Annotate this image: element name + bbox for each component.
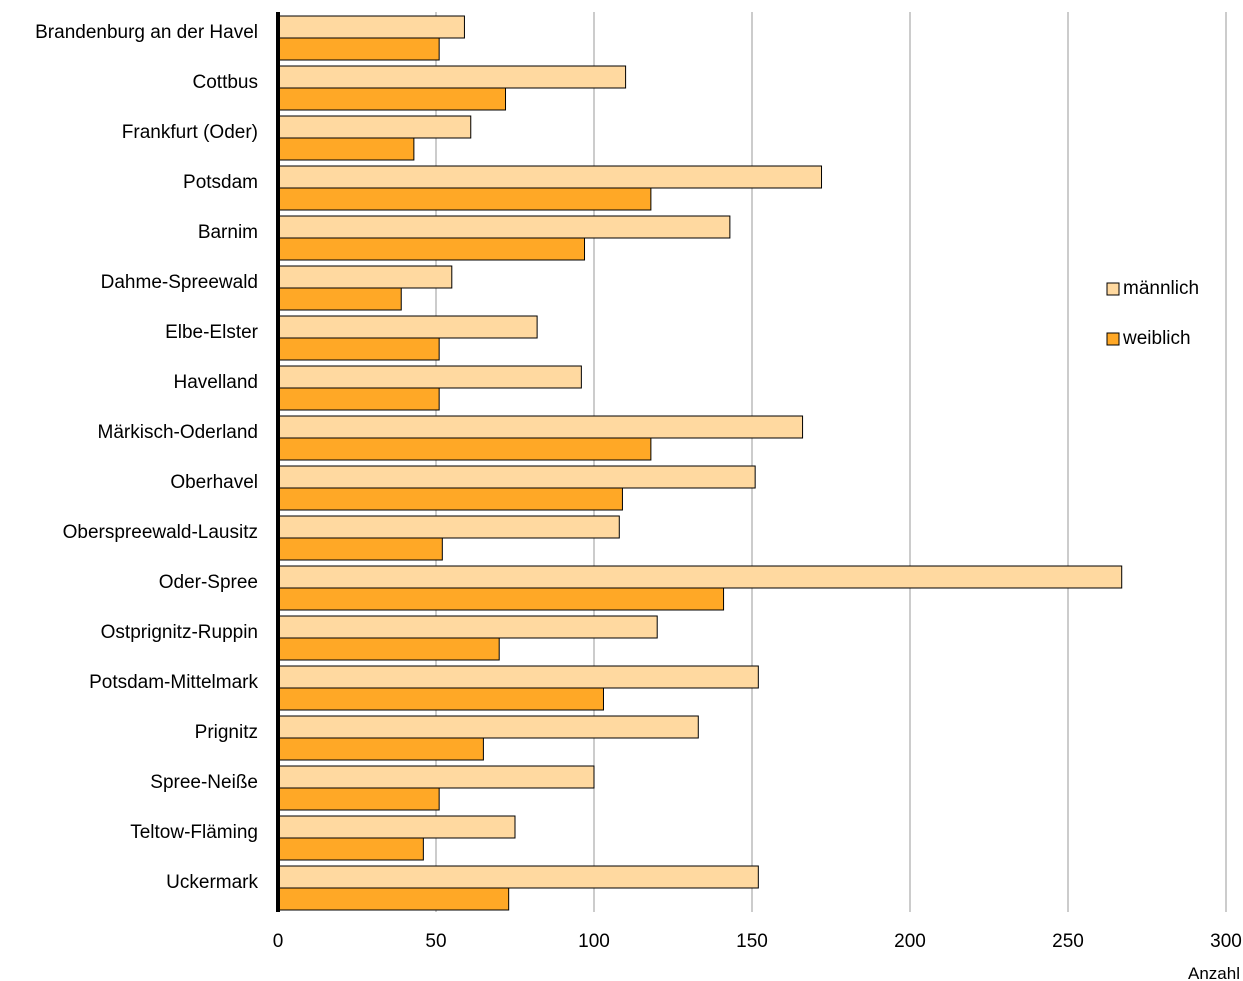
category-label: Ostprignitz-Ruppin — [101, 622, 258, 643]
category-labels: Brandenburg an der Havel Cottbus Frankfurt… — [35, 22, 259, 893]
bar-maennlich — [277, 215, 731, 239]
category-label: Teltow-Fläming — [130, 822, 258, 843]
bar-weiblich — [277, 387, 440, 411]
bar-weiblich — [277, 337, 440, 361]
category-label: Oberhavel — [170, 472, 258, 493]
legend: männlich weiblich — [1106, 278, 1199, 349]
x-axis-title: Anzahl — [1188, 964, 1240, 981]
bar-maennlich — [277, 415, 804, 439]
category-label: Cottbus — [193, 72, 258, 93]
bar-weiblich — [277, 437, 652, 461]
legend-swatch — [1106, 282, 1120, 296]
bar-weiblich — [277, 237, 586, 261]
x-tick-label: 150 — [736, 931, 768, 952]
category-label: Barnim — [198, 222, 258, 243]
gridlines — [435, 12, 1227, 912]
bar-weiblich — [277, 137, 415, 161]
x-tick-label: 100 — [578, 931, 610, 952]
bar-weiblich — [277, 37, 440, 61]
x-tick-label: 300 — [1210, 931, 1242, 952]
bar-maennlich — [277, 115, 472, 139]
x-tick-label: 200 — [894, 931, 926, 952]
category-label: Potsdam — [183, 172, 258, 193]
bar-weiblich — [277, 887, 510, 911]
category-label: Elbe-Elster — [165, 322, 259, 343]
x-tick-label: 0 — [273, 931, 284, 952]
bar-maennlich — [277, 815, 516, 839]
bar-maennlich — [277, 165, 823, 189]
category-label: Uckermark — [166, 872, 258, 893]
bar-weiblich — [277, 187, 652, 211]
bar-weiblich — [277, 737, 484, 761]
legend-label: weiblich — [1122, 328, 1191, 349]
bar-weiblich — [277, 837, 424, 861]
category-label: Brandenburg an der Havel — [35, 22, 258, 43]
x-tick-label: 250 — [1052, 931, 1084, 952]
category-label: Dahme-Spreewald — [101, 272, 258, 293]
bar-maennlich — [277, 715, 699, 739]
x-tick-labels: 0 50 100 150 200 250 300 — [273, 931, 1242, 952]
legend-label: männlich — [1123, 278, 1199, 299]
bar-weiblich — [277, 787, 440, 811]
bar-maennlich — [277, 865, 759, 889]
bar-maennlich — [277, 15, 465, 39]
category-label: Oberspreewald-Lausitz — [63, 522, 258, 543]
bar-maennlich — [277, 315, 538, 339]
bar-maennlich — [277, 265, 453, 289]
bar-weiblich — [277, 537, 443, 561]
bar-weiblich — [277, 287, 402, 311]
bars — [277, 15, 1123, 911]
bar-weiblich — [277, 487, 623, 511]
category-label: Prignitz — [195, 722, 258, 743]
category-label: Frankfurt (Oder) — [122, 122, 258, 143]
bar-weiblich — [277, 687, 604, 711]
category-label: Spree-Neiße — [150, 772, 258, 793]
bar-weiblich — [277, 87, 507, 111]
bar-weiblich — [277, 637, 500, 661]
bar-weiblich — [277, 587, 725, 611]
bar-maennlich — [277, 765, 595, 789]
category-label: Havelland — [174, 372, 259, 393]
bar-maennlich — [277, 465, 756, 489]
bar-maennlich — [277, 615, 658, 639]
bar-maennlich — [277, 665, 759, 689]
category-label: Oder-Spree — [159, 572, 258, 593]
bar-maennlich — [277, 65, 627, 89]
bar-maennlich — [277, 515, 620, 539]
category-label: Potsdam-Mittelmark — [89, 672, 258, 693]
bar-maennlich — [277, 565, 1123, 589]
legend-swatch — [1106, 332, 1120, 346]
x-tick-label: 50 — [425, 931, 446, 952]
category-label: Märkisch-Oderland — [98, 422, 259, 443]
bar-maennlich — [277, 365, 582, 389]
